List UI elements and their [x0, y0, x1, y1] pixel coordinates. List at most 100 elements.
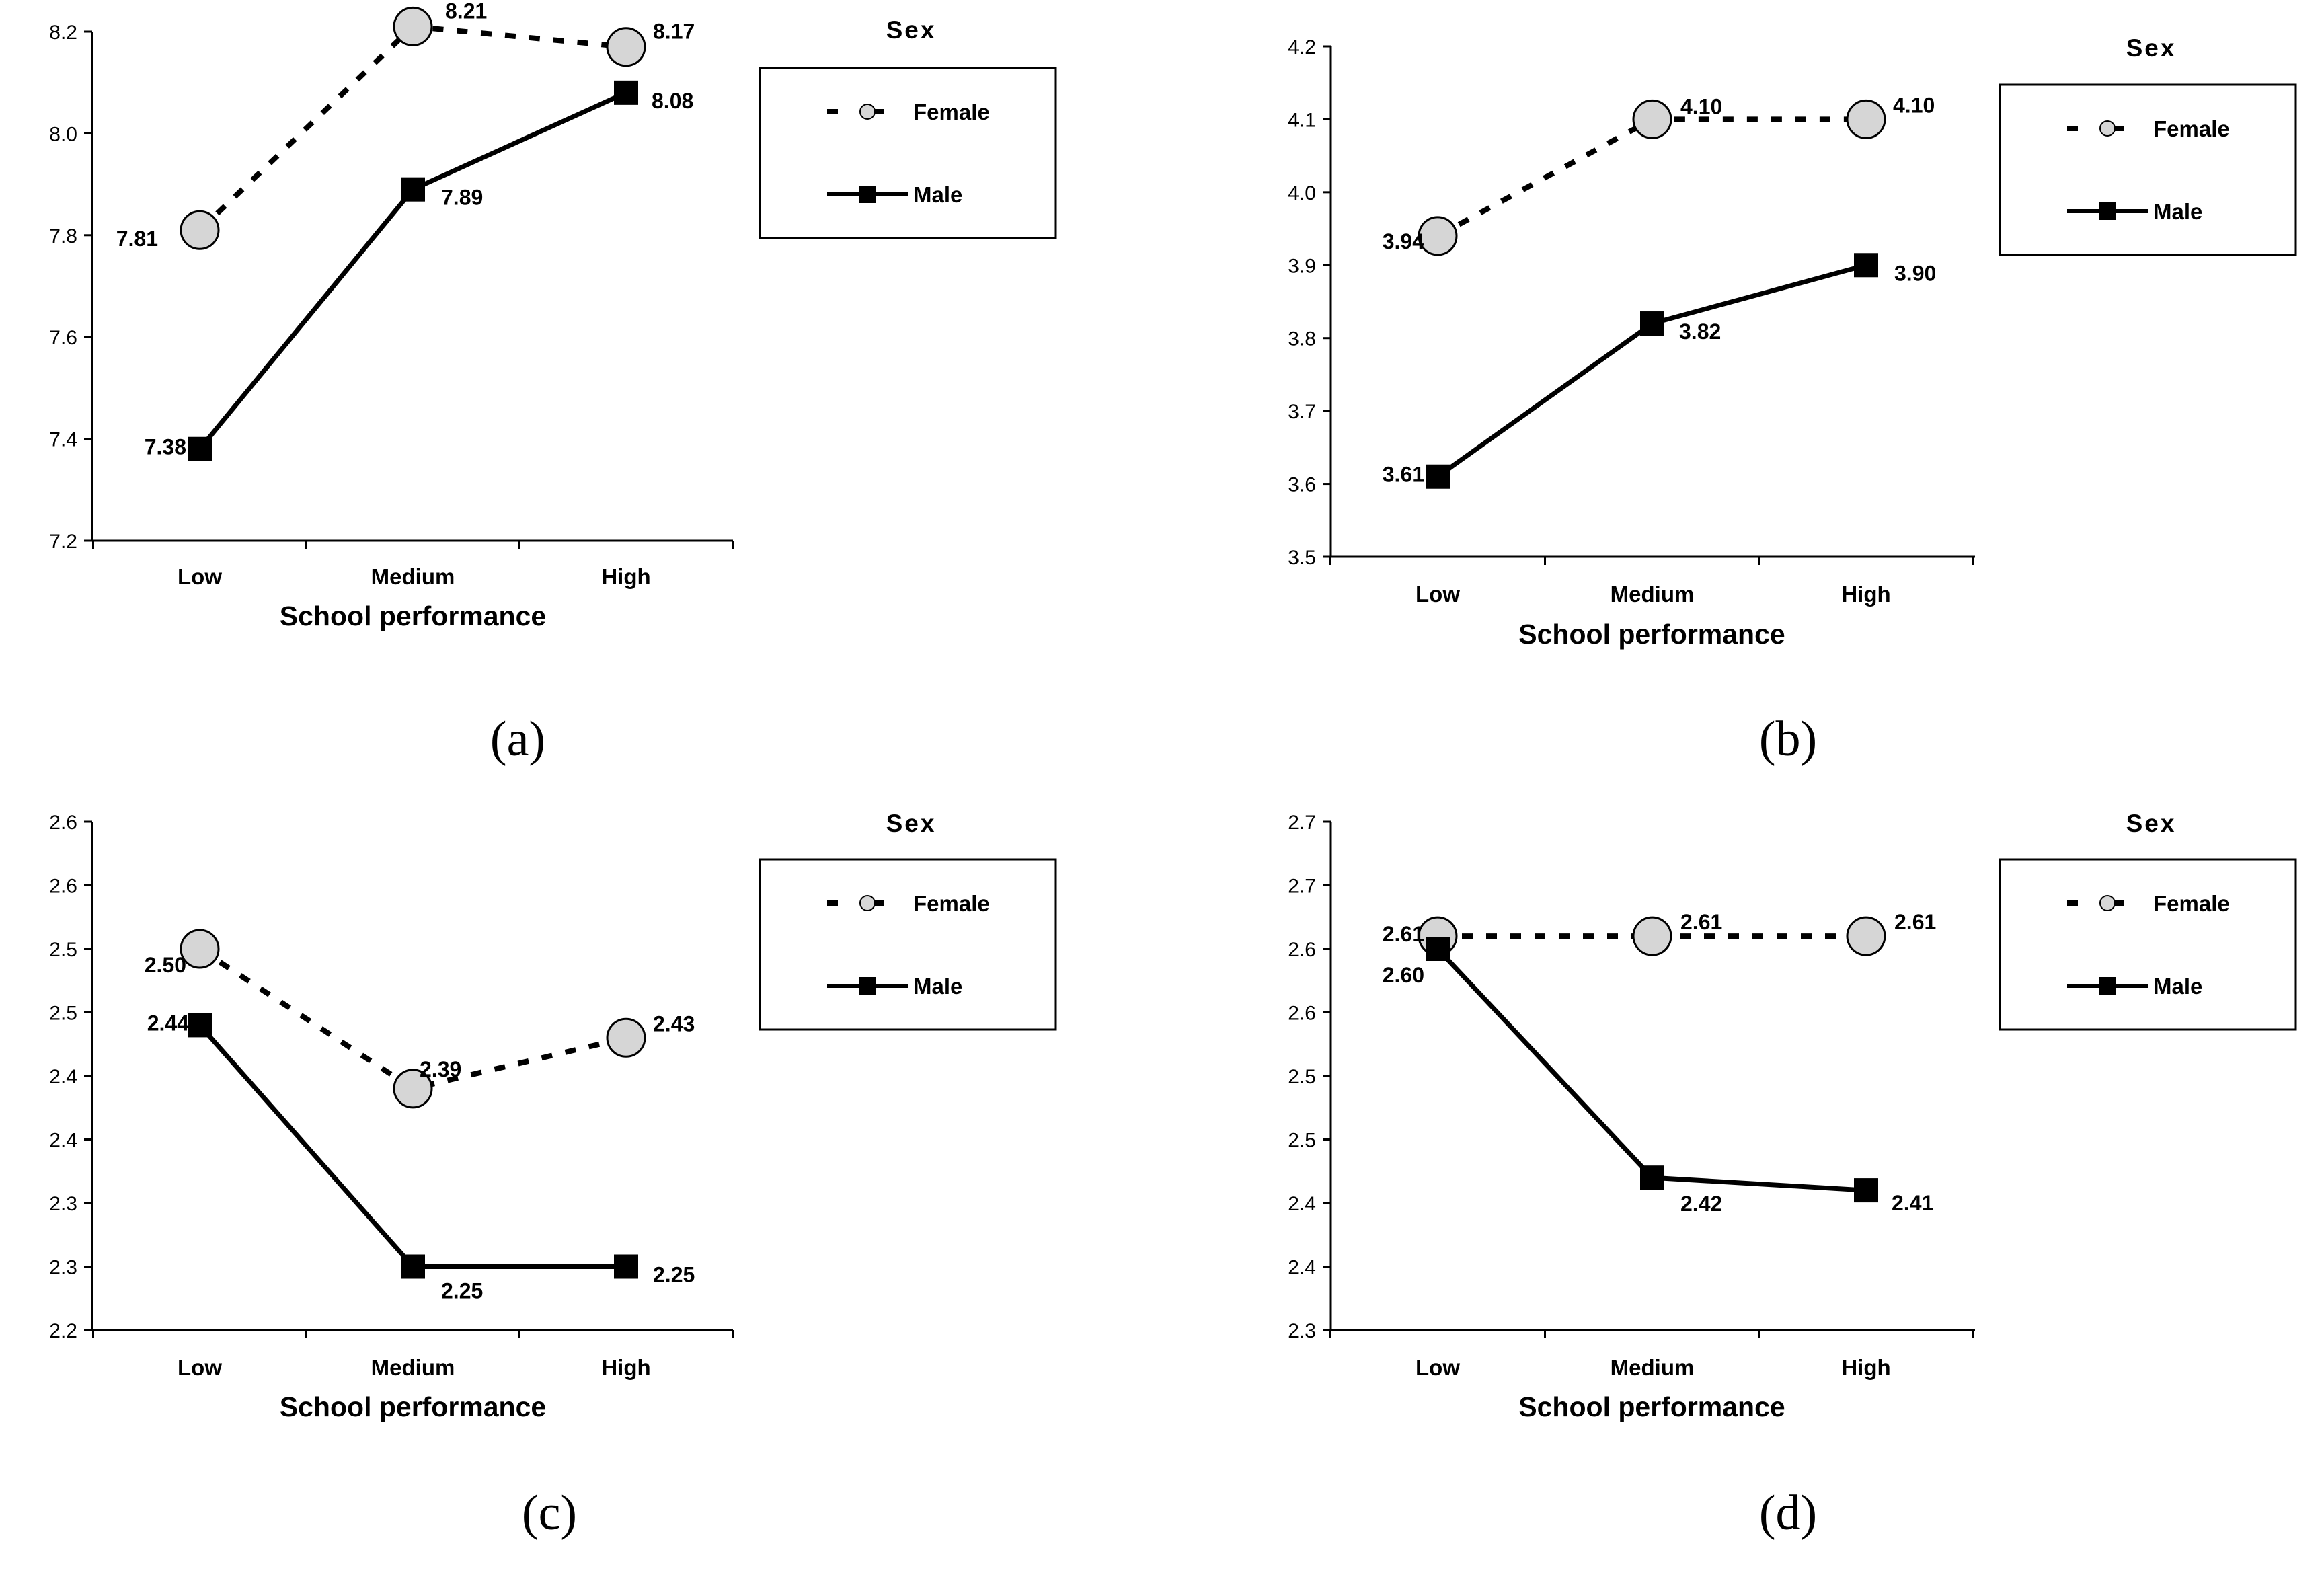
legend-label-male: Male — [2153, 974, 2202, 999]
legend-label-male: Male — [913, 974, 962, 999]
data-label-male: 7.89 — [441, 186, 483, 210]
data-label-male: 2.42 — [1680, 1192, 1722, 1216]
legend-title: Sex — [886, 16, 937, 44]
legend-label-female: Female — [2153, 891, 2230, 916]
x-tick-label: Medium — [371, 564, 455, 589]
data-label-female: 2.61 — [1894, 910, 1936, 934]
x-tick-label: Medium — [371, 1355, 455, 1380]
y-tick-label: 2.5 — [49, 939, 77, 961]
data-label-male: 2.41 — [1892, 1191, 1933, 1215]
y-tick-label: 7.4 — [49, 429, 77, 451]
legend-title: Sex — [2126, 34, 2177, 62]
y-tick-label: 2.3 — [1288, 1320, 1316, 1342]
legend-label-female: Female — [913, 891, 990, 916]
data-label-female: 2.50 — [145, 953, 186, 977]
female-point — [1846, 99, 1886, 139]
panel-caption: (b) — [1759, 711, 1817, 767]
x-tick-label: High — [601, 564, 650, 589]
male-point — [1854, 253, 1878, 278]
y-tick-label: 3.8 — [1288, 328, 1316, 350]
y-tick-label: 7.2 — [49, 531, 77, 553]
data-label-male: 3.90 — [1894, 261, 1936, 285]
female-point — [606, 1017, 646, 1058]
male-point — [614, 80, 638, 105]
y-tick-label: 2.6 — [1288, 1003, 1316, 1025]
female-point — [1632, 99, 1672, 139]
y-tick-label: 2.4 — [49, 1066, 77, 1088]
data-label-female: 8.17 — [653, 20, 695, 44]
y-tick-label: 8.2 — [49, 22, 77, 44]
data-label-female: 3.94 — [1383, 229, 1424, 254]
male-point — [614, 1254, 638, 1279]
female-point — [1418, 216, 1458, 256]
y-tick-label: 2.5 — [1288, 1130, 1316, 1152]
x-tick-label: Medium — [1611, 1355, 1695, 1380]
chart-panel-3: 2.2 2.3 2.3 2.4 2.4 2.5 2.5 2.6 2.6 Low Medium High… — [49, 810, 1057, 1541]
data-label-male: 2.25 — [441, 1279, 483, 1303]
x-axis-title: School performance — [280, 601, 546, 631]
legend-label-female: Female — [2153, 116, 2230, 141]
data-label-female: 7.81 — [116, 227, 158, 251]
panel-caption: (d) — [1759, 1485, 1817, 1541]
data-label-male: 7.38 — [145, 435, 186, 459]
legend-circle-marker — [859, 104, 876, 120]
data-label-male: 2.60 — [1383, 963, 1424, 987]
data-label-male: 8.08 — [652, 89, 693, 113]
female-point — [1632, 916, 1672, 956]
y-tick-label: 4.1 — [1288, 109, 1316, 131]
data-label-female: 2.39 — [420, 1057, 461, 1081]
y-tick-label: 4.0 — [1288, 182, 1316, 204]
data-label-female: 2.43 — [653, 1011, 695, 1036]
data-label-female: 2.61 — [1680, 910, 1722, 934]
x-tick-label: Low — [1416, 1355, 1460, 1380]
y-tick-label: 2.5 — [1288, 1066, 1316, 1088]
x-tick-label: Low — [1416, 582, 1460, 607]
y-tick-label: 3.6 — [1288, 474, 1316, 496]
series-line-male — [198, 1023, 626, 1269]
y-tick-label: 8.0 — [49, 123, 77, 145]
data-label-female: 8.21 — [445, 0, 487, 23]
x-axis-title: School performance — [1518, 619, 1785, 650]
data-label-female: 4.10 — [1893, 93, 1935, 117]
x-axis-title: School performance — [1518, 1391, 1785, 1422]
series-line-male — [1436, 947, 1867, 1193]
x-tick-label: Low — [178, 564, 222, 589]
y-tick-label: 2.3 — [49, 1193, 77, 1215]
legend-box — [759, 67, 1057, 239]
y-tick-label: 2.7 — [1288, 876, 1316, 898]
chart-panel-4: 2.3 2.4 2.4 2.5 2.5 2.6 2.6 2.7 2.7 Low Medium High… — [1288, 810, 2297, 1541]
x-tick-label: High — [1841, 582, 1890, 607]
female-point — [1846, 916, 1886, 956]
legend-label-male: Male — [2153, 199, 2202, 224]
y-tick-label: 2.6 — [49, 812, 77, 834]
series-line-male — [198, 90, 627, 451]
female-point — [606, 27, 646, 67]
female-point — [393, 1069, 433, 1109]
y-tick-label: 7.6 — [49, 327, 77, 349]
legend-label-male: Male — [913, 182, 962, 207]
legend-square-marker — [859, 977, 876, 995]
legend-square-marker — [2099, 202, 2116, 220]
y-tick-label: 2.5 — [49, 1003, 77, 1025]
chart-panel-2: 3.5 3.6 3.7 3.8 3.9 4.0 4.1 4.2 Low Medium High Sch… — [1288, 34, 2297, 767]
series-line-female — [198, 946, 627, 1092]
legend-box — [1999, 858, 2297, 1031]
y-tick-label: 7.8 — [49, 225, 77, 247]
y-tick-label: 3.7 — [1288, 401, 1316, 423]
y-tick-label: 2.7 — [1288, 812, 1316, 834]
legend-label-female: Female — [913, 100, 990, 124]
series-line-male — [1436, 262, 1867, 479]
chart-panel-1: 7.2 7.4 7.6 7.8 8.0 8.2 Low Medium High School pe… — [49, 0, 1057, 767]
y-tick-label: 2.6 — [49, 876, 77, 898]
male-point — [1854, 1178, 1878, 1203]
y-tick-label: 2.2 — [49, 1320, 77, 1342]
y-tick-label: 3.9 — [1288, 255, 1316, 277]
female-point — [393, 6, 433, 46]
panel-caption: (a) — [490, 711, 545, 767]
y-tick-label: 2.6 — [1288, 939, 1316, 961]
data-label-male: 3.61 — [1383, 463, 1424, 487]
male-point — [401, 1254, 425, 1279]
male-point — [1426, 464, 1450, 489]
